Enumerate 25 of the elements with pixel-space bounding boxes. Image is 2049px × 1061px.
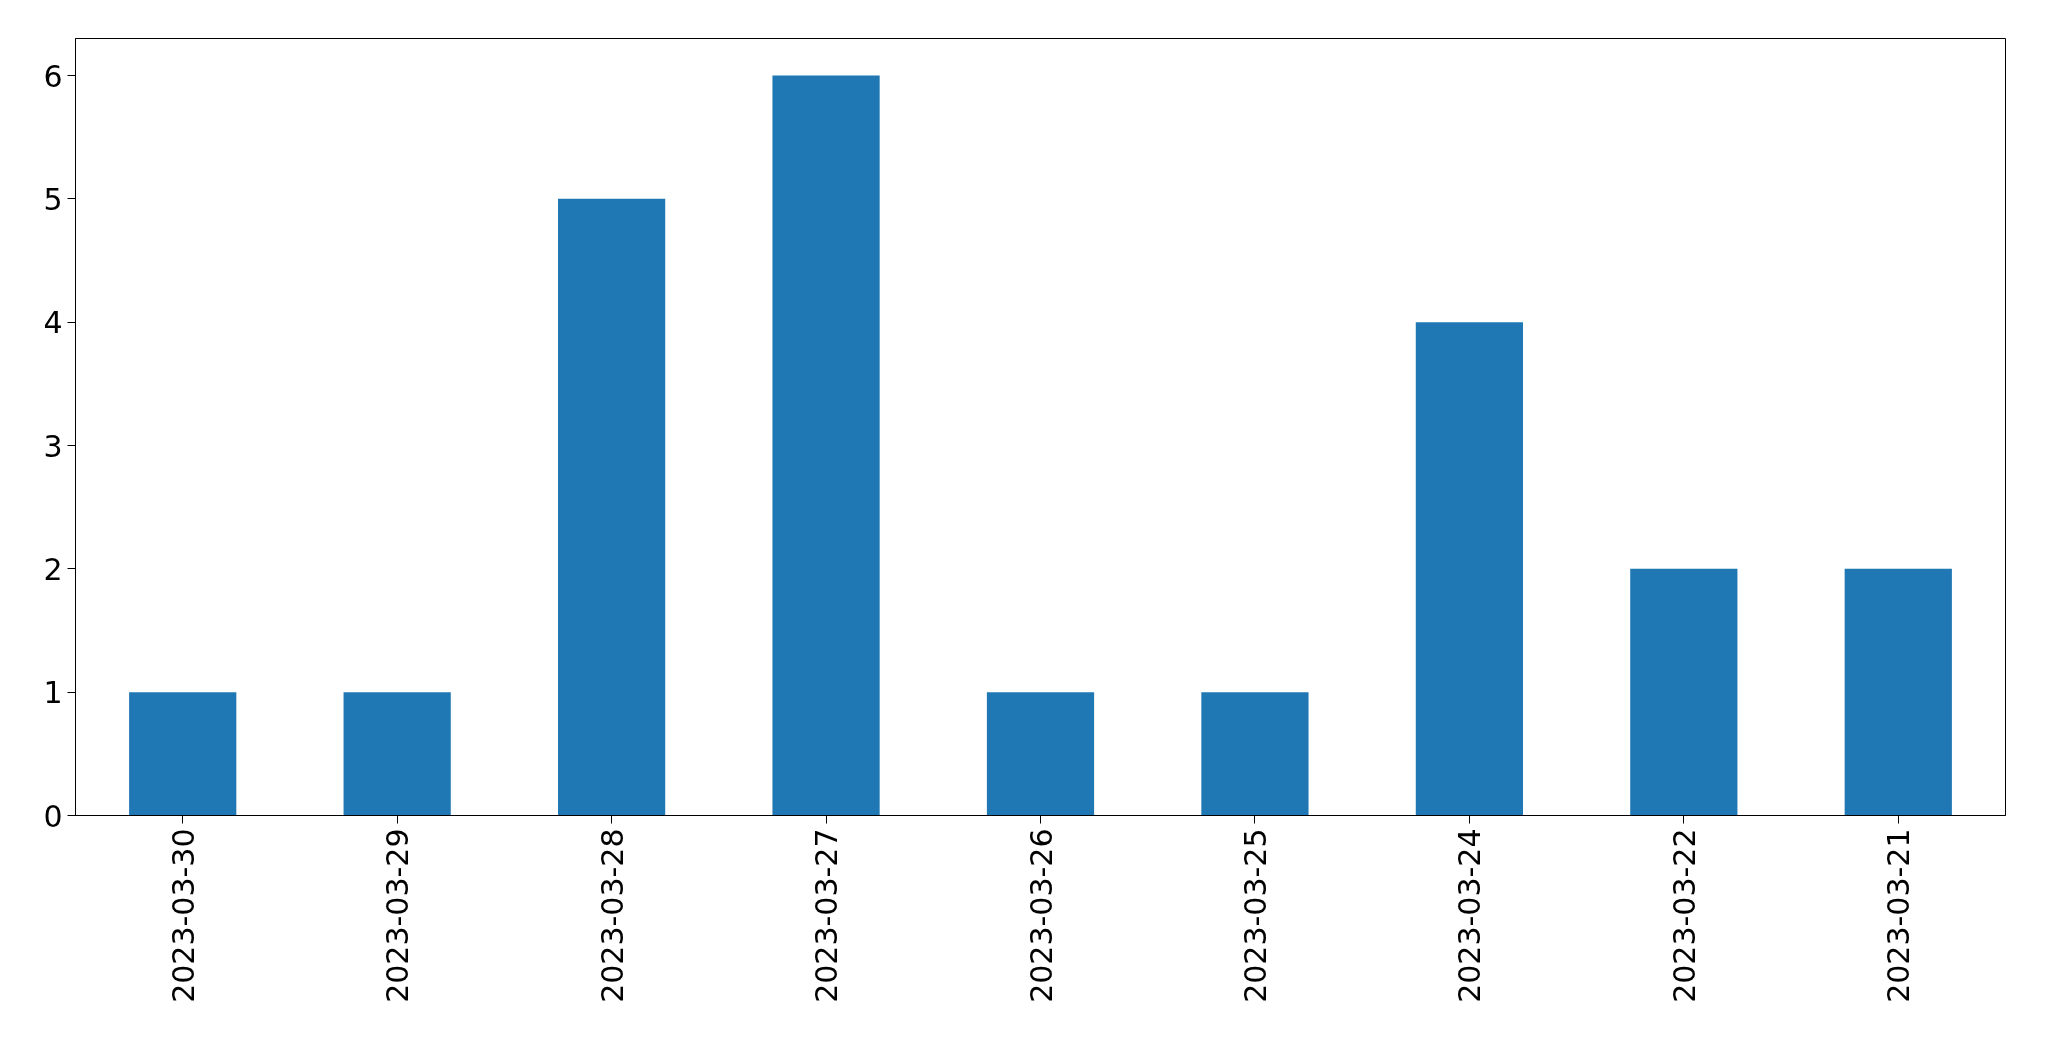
x-tick-label: 2023-03-22 <box>1666 828 1702 1003</box>
y-tick-label: 5 <box>43 181 63 217</box>
x-tick-label: 2023-03-28 <box>594 828 630 1003</box>
bar <box>1201 692 1309 816</box>
bar <box>1844 568 1952 816</box>
y-tick-label: 1 <box>43 675 63 711</box>
y-tick-label: 4 <box>43 305 63 341</box>
x-tick-label: 2023-03-24 <box>1452 828 1488 1003</box>
x-tick-label: 2023-03-26 <box>1023 828 1059 1003</box>
bar <box>986 692 1095 816</box>
x-tick-label: 2023-03-21 <box>1881 828 1917 1003</box>
bar <box>558 198 666 816</box>
y-tick-label: 3 <box>43 428 63 464</box>
bar <box>772 75 880 816</box>
x-tick-label: 2023-03-25 <box>1237 828 1273 1003</box>
bar <box>1630 568 1738 816</box>
bar <box>343 692 451 816</box>
x-tick-label: 2023-03-30 <box>165 828 201 1003</box>
y-tick-label: 2 <box>43 551 63 587</box>
y-tick-label: 0 <box>43 798 63 834</box>
bar <box>129 692 237 816</box>
x-tick-label: 2023-03-29 <box>380 828 416 1003</box>
bar <box>1415 322 1523 816</box>
y-tick-label: 6 <box>43 58 63 94</box>
x-tick-label: 2023-03-27 <box>809 828 845 1003</box>
